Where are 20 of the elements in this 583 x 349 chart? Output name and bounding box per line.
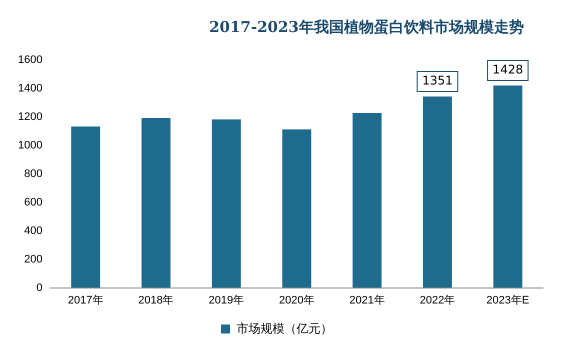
y-tick-label: 600 [24, 196, 42, 208]
x-tick-label: 2019年 [208, 294, 244, 306]
legend-label: 市场规模（亿元） [236, 321, 332, 336]
chart-title: 2017-2023年我国植物蛋白饮料市场规模走势 [208, 18, 525, 37]
x-tick-label: 2022年 [420, 294, 456, 306]
x-tick-label: 2023年E [486, 294, 530, 306]
y-tick-label: 1400 [18, 82, 42, 95]
x-tick-label: 2021年 [349, 294, 385, 306]
x-tick-label: 2017年 [68, 294, 104, 306]
data-label: 1428 [492, 62, 524, 77]
y-tick-label: 400 [24, 224, 42, 237]
data-label: 1351 [422, 74, 453, 88]
x-tick-label: 2020年 [278, 294, 314, 306]
y-tick-label: 1600 [18, 54, 42, 66]
y-tick-label: 800 [24, 168, 42, 180]
y-tick-label: 1200 [18, 110, 42, 123]
y-tick-label: 200 [24, 253, 42, 266]
y-tick-label: 1000 [18, 139, 42, 152]
y-tick-label: 0 [36, 282, 42, 294]
x-tick-label: 2018年 [138, 294, 174, 306]
